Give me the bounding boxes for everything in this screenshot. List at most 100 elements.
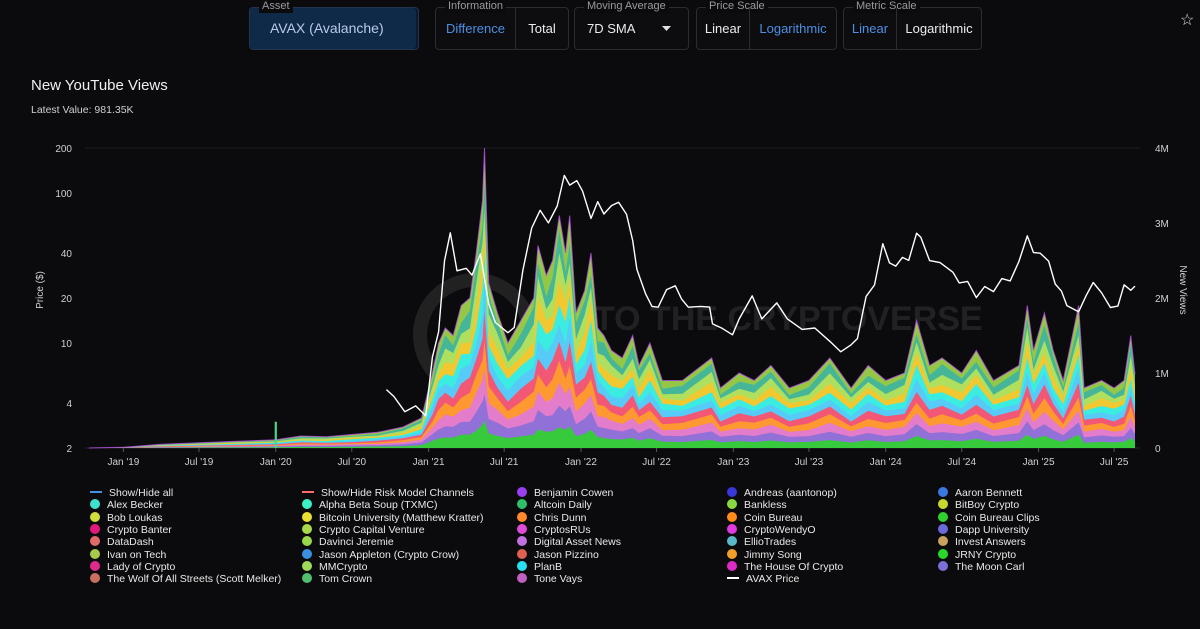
legend-dot-marker [517,487,527,497]
legend-item[interactable]: The Moon Carl [938,560,1025,573]
legend-item[interactable]: Aaron Bennett [938,487,1022,499]
views-area-layer [88,210,1135,448]
legend-item[interactable]: CryptoWendyO [727,523,816,536]
metric-scale-linear-button[interactable]: Linear [851,21,889,36]
legend-item[interactable]: The House Of Crypto [727,560,843,573]
information-total-button[interactable]: Total [528,21,556,36]
legend-item[interactable]: Crypto Banter [90,523,172,536]
legend-dot-marker [302,573,312,584]
legend-dot-marker [938,511,948,522]
legend-item[interactable]: Jason Appleton (Crypto Crow) [302,548,460,561]
segment-divider [515,8,516,49]
legend-item-label: Alpha Beta Soup (TXMC) [319,499,438,512]
legend-item-label: Ivan on Tech [107,548,167,561]
legend-dot-marker [90,499,100,510]
information-toggle: Information Difference Total [435,0,569,50]
legend-item[interactable]: CryptosRUs [517,523,591,536]
legend-item[interactable]: JRNY Crypto [938,548,1017,561]
chart: INTO THE CRYPTOVERSE Jan '19 Jul '19 Jan '… [35,144,1188,468]
legend-item[interactable]: Show/Hide Risk Model Channels [302,487,474,499]
views-area-layer [88,278,1135,448]
legend-item-label: Coin Bureau Clips [955,511,1040,524]
legend-item[interactable]: Jason Pizzino [517,548,599,561]
x-tick-label: Jan '19 [107,457,139,468]
legend-item[interactable]: Tom Crown [302,573,372,585]
legend-item-label: Benjamin Cowen [534,487,614,499]
avax-price-line [385,174,1136,417]
legend-item[interactable]: Andreas (aantonop) [727,487,837,499]
moving-average-select[interactable]: Moving Average 7D SMA [574,0,689,50]
views-area-layer [88,394,1135,448]
legend-dot-marker [302,548,312,559]
legend-item-label: DataDash [107,536,154,549]
legend-item-label: The Moon Carl [955,560,1025,573]
legend-item[interactable]: MMCrypto [302,560,367,573]
legend-item[interactable]: Bankless [727,499,787,511]
legend-item-label: Bob Loukas [107,511,163,524]
legend-item-label: Jason Appleton (Crypto Crow) [319,548,460,561]
legend-item-label: JRNY Crypto [955,548,1017,561]
legend-item-label: Dapp University [955,523,1030,536]
legend-item-label: BitBoy Crypto [955,499,1020,512]
legend-item[interactable]: Invest Answers [938,536,1026,548]
x-tick-label: Jan '22 [565,457,597,468]
views-area-layer [88,252,1135,448]
metric-scale-logarithmic-button[interactable]: Logarithmic [905,21,973,36]
legend-item[interactable]: Alex Becker [90,499,163,511]
moving-average-value: 7D SMA [587,21,636,36]
asset-selector[interactable]: Asset AVAX (Avalanche) [249,0,419,50]
legend-item[interactable]: Coin Bureau [727,511,802,524]
legend-item[interactable]: DataDash [90,536,154,548]
left-axis-title: Price ($) [35,271,46,309]
legend-item[interactable]: BitBoy Crypto [938,499,1019,511]
legend-item[interactable]: Davinci Jeremie [302,536,394,548]
legend-item[interactable]: Altcoin Daily [517,499,592,511]
x-tick-label: Jul '25 [1100,457,1129,468]
left-tick-label: 20 [61,294,73,305]
legend-item[interactable]: EllioTrades [727,536,796,548]
legend-item[interactable]: Dapp University [938,523,1030,536]
legend-item[interactable]: Chris Dunn [517,511,587,524]
legend-item[interactable]: The Wolf Of All Streets (Scott Melker) [90,573,281,585]
legend-item[interactable]: Crypto Capital Venture [302,523,425,536]
legend-line-marker [727,577,739,580]
legend-item[interactable]: Bitcoin University (Matthew Kratter) [302,511,484,524]
asset-selector-highlight [250,8,416,49]
legend-dot-marker [727,511,737,522]
legend-item-label: Aaron Bennett [955,487,1023,499]
legend-dot-marker [90,560,100,571]
legend-item-label: Andreas (aantonop) [744,487,837,499]
left-tick-label: 2 [66,444,72,455]
views-area-layer [88,231,1135,448]
legend: Show/Hide all Show/Hide Risk Model Channe… [90,487,1190,587]
legend-item[interactable]: Alpha Beta Soup (TXMC) [302,499,437,511]
star-icon[interactable]: ☆ [1180,12,1195,29]
legend-item-label: Alex Becker [107,499,164,512]
views-area-layer [88,310,1135,448]
legend-item[interactable]: Lady of Crypto [90,560,175,573]
legend-item-label: Jason Pizzino [534,548,599,561]
x-tick-label: Jul '24 [947,457,976,468]
views-area-layer [88,341,1135,448]
price-scale-logarithmic-button[interactable]: Logarithmic [759,21,827,36]
views-area-outline [88,147,1136,449]
legend-item[interactable]: Digital Asset News [517,536,621,548]
legend-item[interactable]: Tone Vays [517,573,582,585]
legend-item[interactable]: Show/Hide all [90,487,173,499]
legend-item[interactable]: AVAX Price [727,573,799,585]
legend-item[interactable]: Jimmy Song [727,548,802,561]
information-difference-button[interactable]: Difference [445,21,505,36]
legend-item[interactable]: PlanB [517,560,562,573]
legend-item-label: Crypto Capital Venture [319,523,425,536]
x-tick-label: Jul '20 [337,457,366,468]
legend-item-label: AVAX Price [746,573,800,586]
legend-item-label: Bankless [744,499,787,512]
legend-item[interactable]: Benjamin Cowen [517,487,613,499]
legend-item[interactable]: Coin Bureau Clips [938,511,1040,524]
right-tick-label: 0 [1155,444,1161,455]
legend-dot-marker [90,523,100,534]
legend-item[interactable]: Bob Loukas [90,511,163,524]
price-scale-linear-button[interactable]: Linear [704,21,742,36]
views-area [88,147,1136,449]
legend-item[interactable]: Ivan on Tech [90,548,167,561]
